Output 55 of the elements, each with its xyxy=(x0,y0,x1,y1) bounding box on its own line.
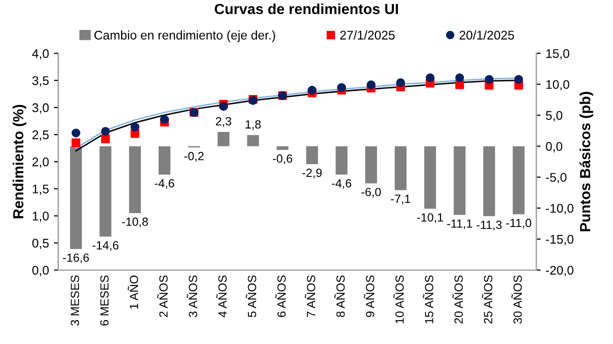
data-label: -2,9 xyxy=(302,168,322,178)
y2-tick-label: 10,0 xyxy=(546,80,570,90)
x-tick-label: 5 AÑOS xyxy=(246,275,256,318)
data-label: -0,2 xyxy=(184,152,204,162)
y-tick-label: 0,0 xyxy=(32,266,49,276)
data-label: -11,1 xyxy=(447,220,472,230)
x-tick-label: 7 AÑOS xyxy=(304,275,316,317)
y-tick-label: 4,0 xyxy=(32,49,49,60)
y2-axis-title: Puntos Básicos (pb) xyxy=(579,92,594,232)
data-label: -14,6 xyxy=(92,241,118,251)
y-tick-label: 1,5 xyxy=(32,184,49,195)
x-tick-label: 9 AÑOS xyxy=(364,275,374,317)
y2-tick-label: 0,0 xyxy=(546,142,562,152)
x-tick-label: 2 AÑOS xyxy=(157,275,168,317)
y-tick-label: 1,0 xyxy=(32,212,49,222)
x-tick-label: 4 AÑOS xyxy=(216,275,227,318)
data-label: -4,6 xyxy=(332,179,352,189)
x-tick-label: 20 AÑOS xyxy=(452,275,463,324)
data-label: 1,8 xyxy=(246,120,261,130)
data-label: -10,8 xyxy=(122,218,148,228)
legend-label: 20/1/2025 xyxy=(460,30,514,40)
y2-tick-label: -20,0 xyxy=(546,266,574,276)
data-label: -4,6 xyxy=(154,179,174,189)
data-label: -11,0 xyxy=(506,218,532,229)
x-tick-label: 3 AÑOS xyxy=(186,275,198,318)
y2-tick-label: 5,0 xyxy=(546,111,562,122)
x-tick-label: 1 AÑO xyxy=(128,275,138,309)
x-tick-label: 6 AÑOS xyxy=(275,275,286,317)
data-label: 2,3 xyxy=(216,117,232,127)
y-tick-label: 3,5 xyxy=(32,76,49,87)
x-tick-label: 15 AÑOS xyxy=(422,275,434,324)
y2-tick-label: 15,0 xyxy=(546,49,570,60)
x-tick-label: 10 AÑOS xyxy=(393,275,404,324)
x-tick-label: 25 AÑOS xyxy=(482,275,492,324)
legend-label: Cambio en rendimiento (eje der.) xyxy=(94,30,276,42)
y2-tick-label: -10,0 xyxy=(546,204,574,214)
y-tick-label: 3,0 xyxy=(32,103,49,114)
y-tick-label: 2,5 xyxy=(32,130,49,141)
x-tick-label: 30 AÑOS xyxy=(511,275,522,324)
x-tick-label: 6 MESES xyxy=(100,275,109,326)
data-label: -7,1 xyxy=(390,194,410,204)
data-label: -11,3 xyxy=(476,220,502,230)
y-tick-label: 2,0 xyxy=(32,157,49,168)
data-label: -10,1 xyxy=(417,213,443,223)
chart-title: Curvas de rendimientos UI xyxy=(214,3,398,14)
y-axis-title: Rendimiento (%) xyxy=(12,104,26,218)
data-label: -6,0 xyxy=(361,188,381,198)
y-tick-label: 0,5 xyxy=(32,238,49,250)
y2-tick-label: -15,0 xyxy=(546,234,574,246)
data-label: -0,6 xyxy=(272,154,292,164)
data-label: -16,6 xyxy=(63,253,89,264)
y2-tick-label: -5,0 xyxy=(546,172,566,184)
x-tick-label: 3 MESES xyxy=(70,275,80,326)
x-tick-label: 8 AÑOS xyxy=(334,275,345,318)
legend-label: 27/1/2025 xyxy=(340,30,395,40)
